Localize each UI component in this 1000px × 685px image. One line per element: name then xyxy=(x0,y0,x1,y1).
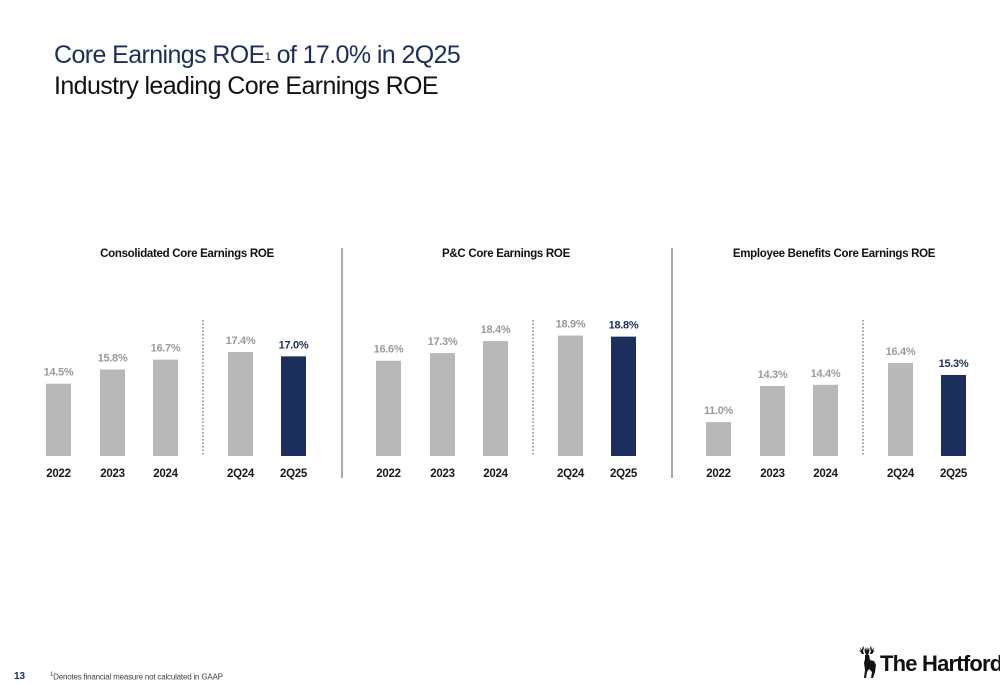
tick-label: 2Q25 xyxy=(610,468,638,480)
page-number: 13 xyxy=(14,671,26,682)
data-label: 18.8% xyxy=(609,320,639,332)
data-label: 15.8% xyxy=(98,352,128,364)
bar xyxy=(483,341,508,456)
data-label: 14.3% xyxy=(758,369,788,381)
bar xyxy=(941,374,966,456)
title-block: Core Earnings ROE1 of 17.0% in 2Q25 Indu… xyxy=(54,40,461,102)
tick-label: 2Q24 xyxy=(227,468,255,480)
data-label: 14.5% xyxy=(44,367,74,379)
bar xyxy=(813,384,838,456)
bar xyxy=(558,335,583,456)
stag-icon xyxy=(859,646,876,678)
footnote: 1Denotes financial measure not calculate… xyxy=(50,672,223,682)
tick-label: 2022 xyxy=(376,468,400,480)
tick-label: 2022 xyxy=(46,468,70,480)
tick-label: 2023 xyxy=(100,468,124,480)
tick-label: 2Q24 xyxy=(887,468,915,480)
bar xyxy=(430,353,455,456)
data-label: 16.6% xyxy=(374,344,404,356)
tick-label: 2023 xyxy=(760,468,784,480)
bar xyxy=(46,383,71,456)
page-title: Core Earnings ROE1 of 17.0% in 2Q25 xyxy=(54,41,461,69)
bar xyxy=(760,385,785,456)
chart-title: Consolidated Core Earnings ROE xyxy=(100,248,274,260)
data-label: 17.0% xyxy=(279,339,309,351)
data-label: 16.4% xyxy=(886,346,916,358)
bar xyxy=(281,356,306,456)
logo-text: The Hartford xyxy=(880,651,1000,676)
tick-label: 2022 xyxy=(706,468,730,480)
tick-label: 2Q25 xyxy=(940,468,968,480)
tick-label: 2024 xyxy=(483,468,508,480)
data-label: 14.4% xyxy=(811,368,841,380)
hartford-logo: The Hartford xyxy=(855,645,1000,679)
data-label: 15.3% xyxy=(939,358,969,370)
data-label: 11.0% xyxy=(704,405,734,417)
tick-label: 2023 xyxy=(430,468,454,480)
chart-title: P&C Core Earnings ROE xyxy=(442,248,571,260)
page-subtitle: Industry leading Core Earnings ROE xyxy=(54,72,439,100)
chart-title: Employee Benefits Core Earnings ROE xyxy=(733,248,936,260)
tick-label: 2024 xyxy=(813,468,838,480)
data-label: 16.7% xyxy=(151,343,181,355)
bar xyxy=(611,336,636,456)
bar xyxy=(706,422,731,456)
tick-label: 2Q25 xyxy=(280,468,308,480)
bar xyxy=(888,362,913,456)
data-label: 17.4% xyxy=(226,335,256,347)
data-label: 17.3% xyxy=(428,336,458,348)
bar xyxy=(376,360,401,456)
tick-label: 2024 xyxy=(153,468,178,480)
bar xyxy=(153,359,178,456)
bar xyxy=(228,351,253,456)
data-label: 18.9% xyxy=(556,319,586,331)
data-label: 18.4% xyxy=(481,324,511,336)
tick-label: 2Q24 xyxy=(557,468,585,480)
bar xyxy=(100,369,125,456)
